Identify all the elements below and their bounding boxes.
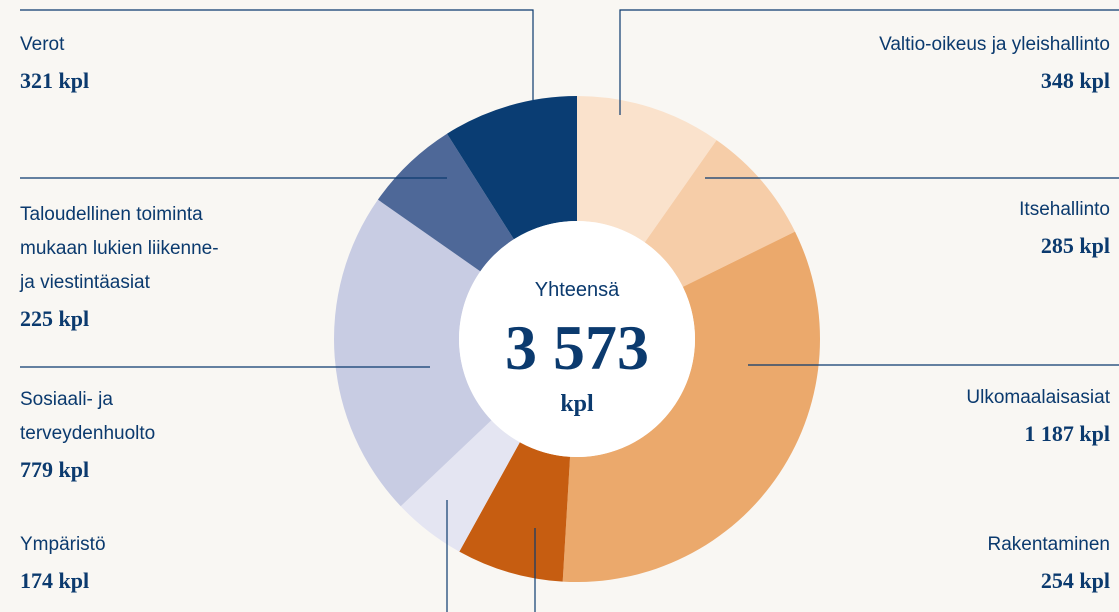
center-title: Yhteensä (534, 279, 620, 301)
segment-label: Taloudellinen toiminta mukaan lukien lii… (20, 198, 219, 338)
segment-label: Rakentaminen 254 kpl (987, 528, 1110, 600)
donut-segment (400, 420, 520, 552)
donut-segment (459, 442, 571, 582)
category-name: Sosiaali- ja terveydenhuolto (20, 389, 156, 444)
donut-hole (459, 221, 695, 457)
segment-label: Ympäristö 174 kpl (20, 528, 106, 600)
value-label: 225 kpl (20, 306, 90, 331)
total: 3 573 (505, 312, 649, 383)
value-label: 1 187 kpl (1024, 421, 1110, 446)
category-name: Ulkomaalaisasiat (966, 387, 1110, 408)
category-name: Rakentaminen (987, 534, 1110, 555)
donut-segment (333, 199, 492, 507)
donut-segment (562, 231, 820, 582)
donut-segment (577, 96, 717, 243)
segment-label: Ulkomaalaisasiat 1 187 kpl (966, 381, 1110, 453)
leader-line (20, 9, 534, 100)
category-name: Valtio-oikeus ja yleishallinto (879, 34, 1110, 55)
category-name: Ympäristö (20, 534, 106, 555)
segment-label: Valtio-oikeus ja yleishallinto 348 kpl (879, 28, 1110, 100)
category-name: Itsehallinto (1019, 199, 1110, 220)
segment-label: Itsehallinto 285 kpl (1019, 193, 1110, 265)
segment-label: Sosiaali- ja terveydenhuolto 779 kpl (20, 383, 155, 489)
total-unit: kpl (560, 391, 594, 417)
value-label: 254 kpl (1040, 568, 1110, 593)
value-label: 285 kpl (1040, 233, 1110, 258)
segment-label: Verot 321 kpl (20, 28, 89, 100)
donut-segment (446, 96, 577, 240)
donut-segment (377, 133, 514, 272)
value-label: 348 kpl (1040, 68, 1110, 93)
donut-segment (644, 140, 795, 287)
leader-line (619, 9, 1119, 115)
category-name: Taloudellinen toiminta mukaan lukien lii… (20, 204, 219, 293)
value-label: 174 kpl (20, 568, 90, 593)
value-label: 779 kpl (20, 457, 90, 482)
value-label: 321 kpl (20, 68, 90, 93)
category-name: Verot (20, 34, 65, 55)
